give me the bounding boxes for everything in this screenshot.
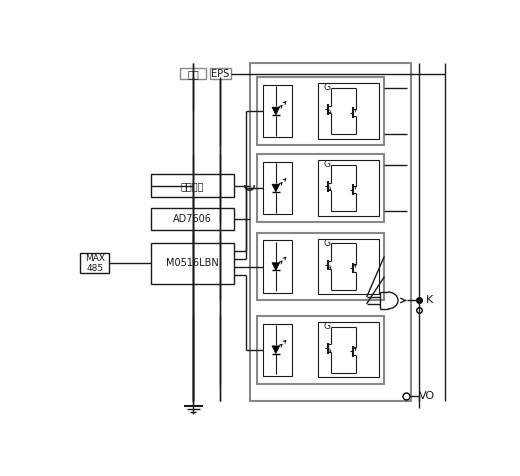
Bar <box>318 239 379 294</box>
Text: AD7606: AD7606 <box>173 214 212 224</box>
Text: MAX
485: MAX 485 <box>85 254 105 273</box>
Bar <box>151 174 234 197</box>
Text: G: G <box>323 322 331 331</box>
Bar <box>263 162 292 214</box>
Bar <box>257 233 384 300</box>
Polygon shape <box>272 184 280 192</box>
Bar <box>257 77 384 145</box>
Bar <box>80 253 109 274</box>
Polygon shape <box>272 263 280 270</box>
Text: M0516LBN: M0516LBN <box>166 258 219 268</box>
Bar <box>263 324 292 376</box>
Bar <box>180 68 206 79</box>
Text: 市电: 市电 <box>188 69 199 79</box>
Text: VO: VO <box>419 391 435 401</box>
Bar <box>263 240 292 293</box>
Bar <box>318 83 379 139</box>
Polygon shape <box>272 107 280 115</box>
Bar <box>257 154 384 222</box>
Text: G: G <box>323 83 331 92</box>
Text: G: G <box>323 239 331 248</box>
Bar <box>151 208 234 229</box>
Bar <box>318 322 379 377</box>
Text: EPS: EPS <box>211 69 229 79</box>
Bar <box>263 85 292 137</box>
Bar <box>210 68 231 79</box>
Text: G: G <box>323 160 331 169</box>
Bar <box>151 243 234 284</box>
Text: K: K <box>426 296 433 306</box>
Bar <box>318 160 379 216</box>
Polygon shape <box>272 346 280 354</box>
Text: 采样模块: 采样模块 <box>181 181 204 191</box>
Bar <box>250 63 411 400</box>
Bar <box>257 316 384 384</box>
